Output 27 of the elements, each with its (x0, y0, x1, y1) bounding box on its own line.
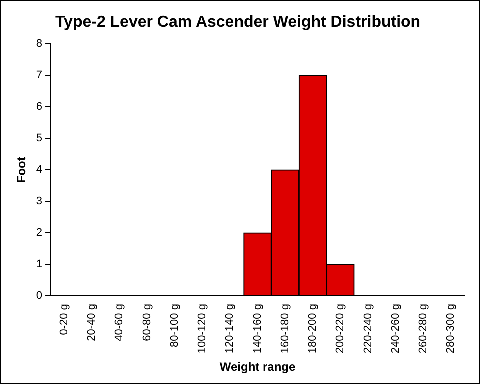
x-tick-label: 260-280 g (418, 304, 430, 354)
x-tick-label: 220-240 g (362, 304, 374, 354)
chart-title: Type-2 Lever Cam Ascender Weight Distribution (55, 14, 421, 32)
y-tick-label: 1 (36, 258, 43, 271)
y-tick-label: 3 (36, 196, 43, 208)
x-tick-label: 20-40 g (86, 304, 98, 342)
x-tick-label: 120-140 g (224, 304, 236, 354)
y-tick-label: 0 (36, 290, 43, 302)
x-tick-label: 280-300 g (445, 304, 458, 354)
x-tick-label: 40-60 g (114, 304, 126, 342)
x-tick-label: 140-160 g (252, 304, 264, 354)
x-tick-label: 200-220 g (334, 304, 347, 354)
x-tick-label: 180-200 g (307, 304, 320, 354)
x-tick-label: 0-20 g (58, 304, 70, 336)
y-tick-label: 7 (36, 70, 43, 82)
y-tick-label: 5 (36, 132, 43, 145)
y-tick-label: 2 (36, 227, 43, 240)
x-tick-label: 160-180 g (279, 304, 292, 354)
x-tick-label: 80-100 g (168, 304, 181, 348)
y-axis-title: Foot (14, 157, 29, 184)
x-tick-label: 60-80 g (141, 304, 154, 342)
y-tick-label: 6 (36, 101, 43, 114)
y-tick-label: 8 (36, 38, 43, 50)
x-tick-label: 240-260 g (390, 304, 402, 354)
y-tick-label: 4 (36, 164, 43, 176)
x-axis-title: Weight range (220, 360, 296, 374)
x-tick-label: 100-120 g (196, 304, 209, 354)
